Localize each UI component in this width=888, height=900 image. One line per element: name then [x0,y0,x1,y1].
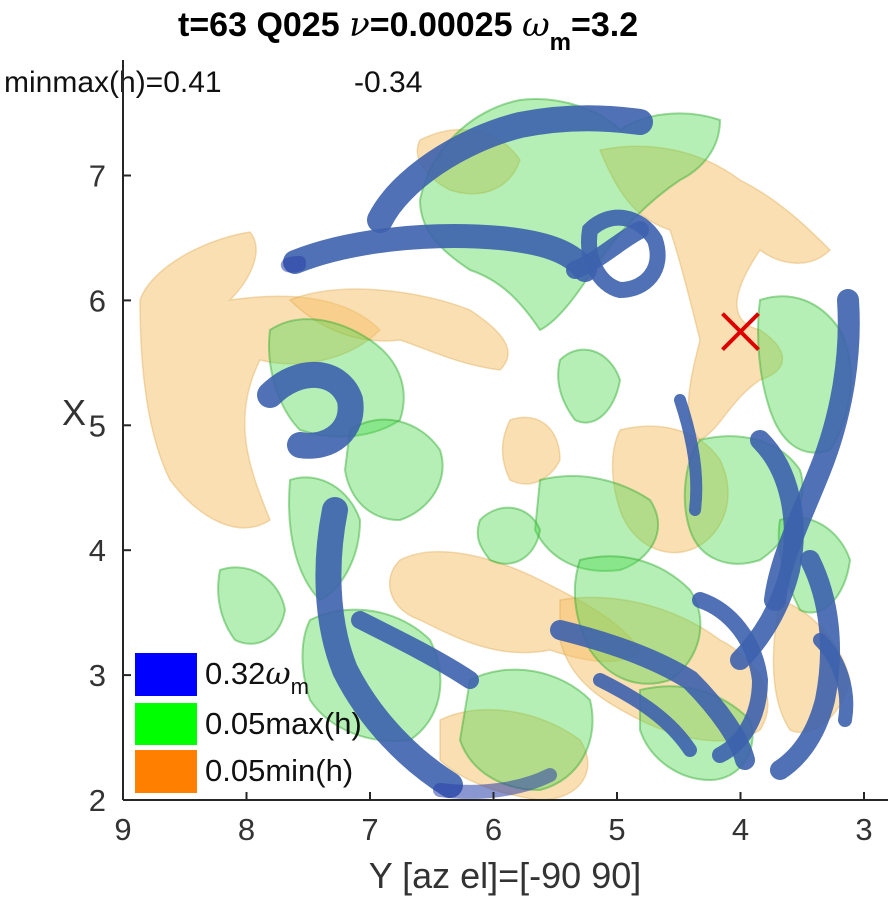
y-ticks: 2 3 4 5 6 7 [89,159,131,818]
legend-label-vorticity: 0.32ωm [205,656,309,699]
x-tick-label: 4 [732,812,749,847]
chart-title: t=63 Q025 ν=0.00025 ωm=3.2 [178,5,638,56]
axes [122,60,888,801]
isosurface-vorticity [257,105,860,799]
y-tick-label: 3 [89,658,106,693]
y-tick-label: 7 [89,159,106,194]
y-tick-label: 2 [89,783,106,818]
legend-label-hmax: 0.05max(h) [205,706,362,741]
isosurface-hmax [217,98,852,792]
minmax-min-value: -0.34 [354,66,422,99]
legend-swatch-hmin [135,750,197,793]
y-tick-label: 5 [89,408,106,443]
legend-swatch-hmax [135,703,197,745]
y-tick-label: 4 [89,533,106,568]
marker-stroke [721,312,760,352]
x-tick-label: 9 [114,812,131,847]
isosurface-plot [139,98,860,800]
x-ticks: 9 8 7 6 5 4 3 [114,792,873,847]
x-tick-label: 7 [361,812,378,847]
red-x-marker [721,312,760,352]
x-tick-label: 5 [608,812,625,847]
x-tick-label: 6 [485,812,502,847]
minmax-info: minmax(h)=0.41 [4,66,222,99]
legend: 0.32ωm 0.05max(h) 0.05min(h) [135,653,362,793]
legend-label-hmin: 0.05min(h) [205,753,353,788]
x-tick-label: 3 [855,812,872,847]
x-axis-label: Y [az el]=[-90 90] [369,855,642,896]
y-axis-label: X [62,392,86,433]
isosurface-hmin [139,128,851,800]
y-tick-label: 6 [89,283,106,318]
legend-swatch-vorticity [135,653,197,696]
x-tick-label: 8 [238,812,255,847]
